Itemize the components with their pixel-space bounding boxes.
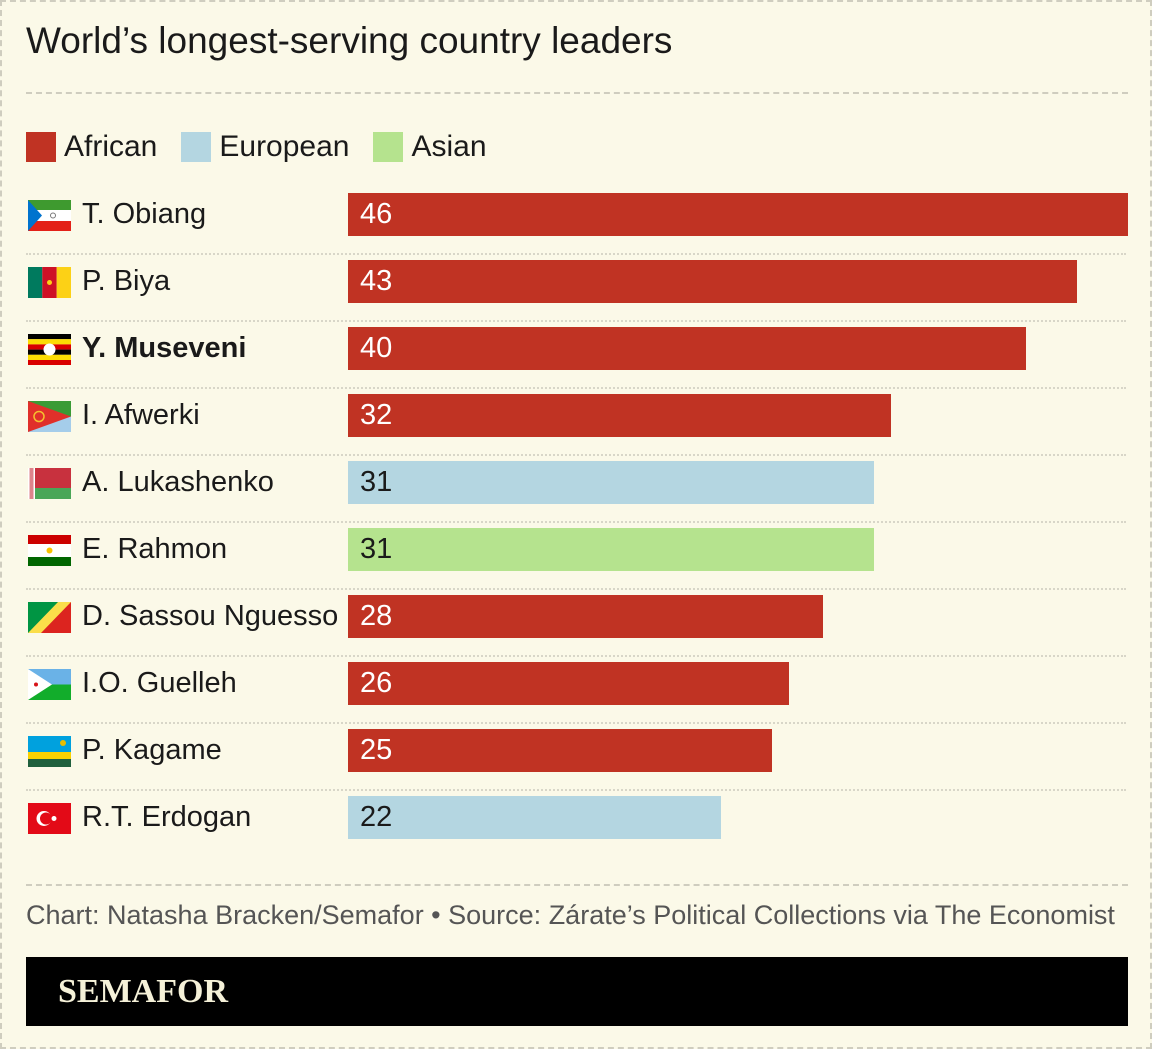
divider — [26, 884, 1128, 886]
legend-swatch — [26, 132, 56, 162]
bar-row: I.O. Guelleh 26 — [26, 657, 1126, 724]
row-separator — [26, 722, 1126, 724]
bar: 32 — [348, 394, 891, 437]
data-label: 25 — [360, 734, 393, 766]
row-separator — [26, 387, 1126, 389]
brand-bar: SEMAFOR — [26, 957, 1128, 1026]
bar-row: P. Kagame 25 — [26, 724, 1126, 791]
bar-row: Y. Museveni 40 — [26, 322, 1126, 389]
row-separator — [26, 454, 1126, 456]
bar: 46 — [348, 193, 1128, 236]
bar-row: D. Sassou Nguesso 28 — [26, 590, 1126, 657]
row-separator — [26, 253, 1126, 255]
bar: 26 — [348, 662, 789, 705]
legend: African European Asian — [26, 130, 511, 164]
row-separator — [26, 521, 1126, 523]
row-separator — [26, 789, 1126, 791]
legend-item-asian: Asian — [373, 130, 487, 164]
row-separator — [26, 320, 1126, 322]
flag-djibouti-icon — [28, 669, 71, 700]
semafor-logo: SEMAFOR — [58, 973, 228, 1010]
legend-swatch — [373, 132, 404, 162]
flag-belarus-icon — [28, 468, 71, 499]
legend-label: Asian — [411, 130, 487, 163]
leader-name: A. Lukashenko — [82, 466, 274, 498]
chart-title: World’s longest-serving country leaders — [26, 20, 673, 61]
legend-swatch — [181, 132, 212, 162]
row-separator — [26, 588, 1126, 590]
leader-name: P. Kagame — [82, 734, 222, 766]
bar-row: E. Rahmon 31 — [26, 523, 1126, 590]
legend-item-european: European — [181, 130, 349, 164]
data-label: 31 — [360, 466, 393, 498]
bar: 31 — [348, 461, 874, 504]
bar: 40 — [348, 327, 1027, 370]
divider — [26, 92, 1128, 94]
data-label: 22 — [360, 801, 393, 833]
bar-row: R.T. Erdogan 22 — [26, 791, 1126, 858]
row-separator — [26, 655, 1126, 657]
legend-item-african: African — [26, 130, 157, 164]
bar: 28 — [348, 595, 823, 638]
leader-name: T. Obiang — [82, 198, 207, 230]
leader-name: D. Sassou Nguesso — [82, 600, 339, 632]
legend-label: European — [219, 130, 350, 163]
bar: 22 — [348, 796, 722, 839]
flag-rwanda-icon — [28, 736, 71, 767]
flag-uganda-icon — [28, 334, 71, 365]
bar: 25 — [348, 729, 772, 772]
legend-label: African — [64, 130, 158, 163]
data-label: 43 — [360, 265, 393, 297]
data-label: 40 — [360, 332, 393, 364]
flag-cameroon-icon — [28, 267, 71, 298]
leader-name: Y. Museveni — [82, 332, 247, 364]
flag-congo-icon — [28, 602, 71, 633]
bar-row: A. Lukashenko 31 — [26, 456, 1126, 523]
bar: 31 — [348, 528, 874, 571]
flag-equatorial-guinea-icon — [28, 200, 71, 231]
flag-tajikistan-icon — [28, 535, 71, 566]
flag-eritrea-icon — [28, 401, 71, 432]
data-label: 28 — [360, 600, 393, 632]
bar-row: T. Obiang 46 — [26, 188, 1128, 255]
bar-row: I. Afwerki 32 — [26, 389, 1126, 456]
leader-name: I.O. Guelleh — [82, 667, 237, 699]
leader-name: P. Biya — [82, 265, 171, 297]
data-label: 26 — [360, 667, 393, 699]
leader-name: I. Afwerki — [82, 399, 200, 431]
leader-name: R.T. Erdogan — [82, 801, 252, 833]
leader-name: E. Rahmon — [82, 533, 228, 565]
data-label: 32 — [360, 399, 393, 431]
data-label: 31 — [360, 533, 393, 565]
flag-turkey-icon — [28, 803, 71, 834]
source-note: Chart: Natasha Bracken/Semafor • Source:… — [26, 900, 1115, 930]
data-label: 46 — [360, 198, 393, 230]
bar-row: P. Biya 43 — [26, 255, 1126, 322]
bar: 43 — [348, 260, 1078, 303]
